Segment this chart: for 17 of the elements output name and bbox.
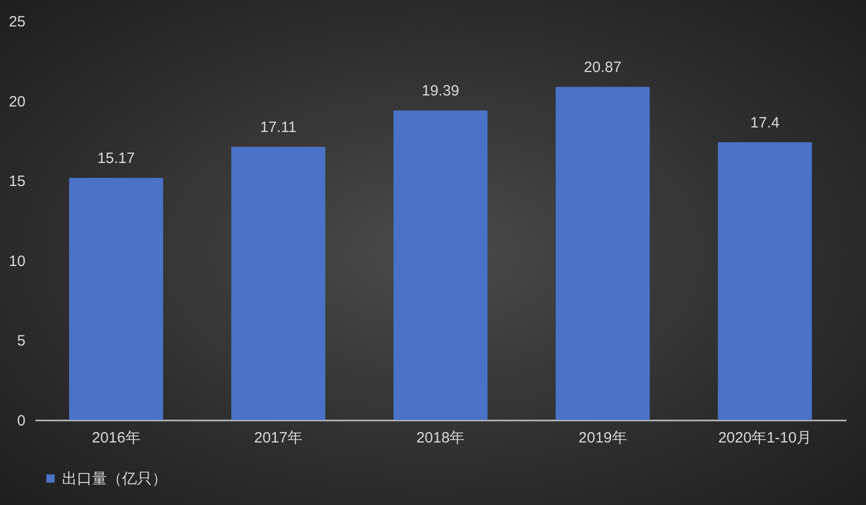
data-label: 19.39	[422, 82, 460, 100]
x-tick-label: 2016年	[92, 430, 140, 446]
y-tick-label: 0	[17, 412, 26, 430]
y-tick-label: 25	[8, 14, 26, 30]
x-tick-label: 2018年	[416, 430, 465, 446]
y-tick-label: 15	[8, 173, 26, 190]
x-tick-label: 2017年	[254, 430, 302, 446]
x-tick-label: 2020年1-10月	[718, 430, 812, 446]
y-tick-label: 20	[8, 93, 26, 110]
data-label: 17.4	[750, 114, 780, 132]
data-label: 17.11	[260, 118, 297, 136]
y-tick-label: 5	[17, 332, 26, 350]
legend-label: 出口量（亿只）	[62, 470, 167, 488]
data-label: 15.17	[97, 150, 135, 167]
y-tick-label: 10	[8, 252, 26, 270]
x-tick-label: 2019年	[578, 430, 627, 446]
data-label: 20.87	[584, 58, 622, 76]
